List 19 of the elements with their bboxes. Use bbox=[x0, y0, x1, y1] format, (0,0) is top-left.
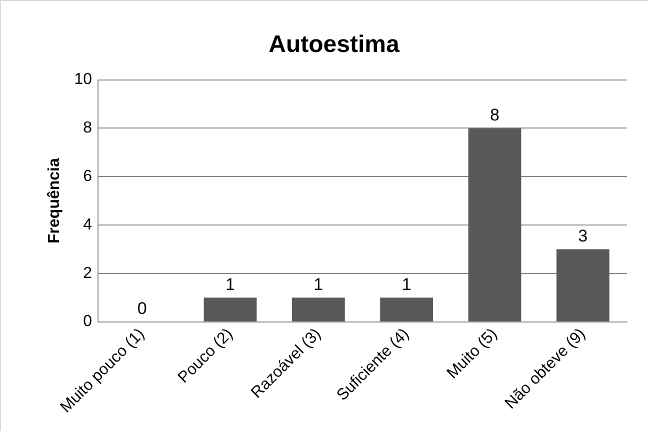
y-tick-label: 8 bbox=[83, 120, 92, 137]
y-tick-label: 6 bbox=[83, 168, 92, 186]
y-tick-label: 2 bbox=[83, 264, 92, 282]
y-tick-label: 0 bbox=[83, 313, 92, 330]
bar bbox=[468, 128, 522, 322]
y-tick-label: 4 bbox=[83, 216, 92, 234]
chart-title: Autoestima bbox=[268, 31, 400, 58]
data-label: 0 bbox=[137, 299, 147, 318]
bar bbox=[204, 298, 257, 322]
data-label: 8 bbox=[490, 105, 500, 124]
bar bbox=[556, 249, 610, 322]
y-tick-label: 10 bbox=[74, 71, 92, 88]
data-label: 1 bbox=[314, 274, 324, 294]
data-label: 3 bbox=[578, 226, 588, 246]
data-label: 1 bbox=[226, 274, 235, 294]
bar bbox=[380, 298, 434, 322]
y-axis-title: Frequência bbox=[46, 158, 64, 244]
bar bbox=[292, 298, 345, 322]
data-label: 1 bbox=[402, 274, 412, 294]
